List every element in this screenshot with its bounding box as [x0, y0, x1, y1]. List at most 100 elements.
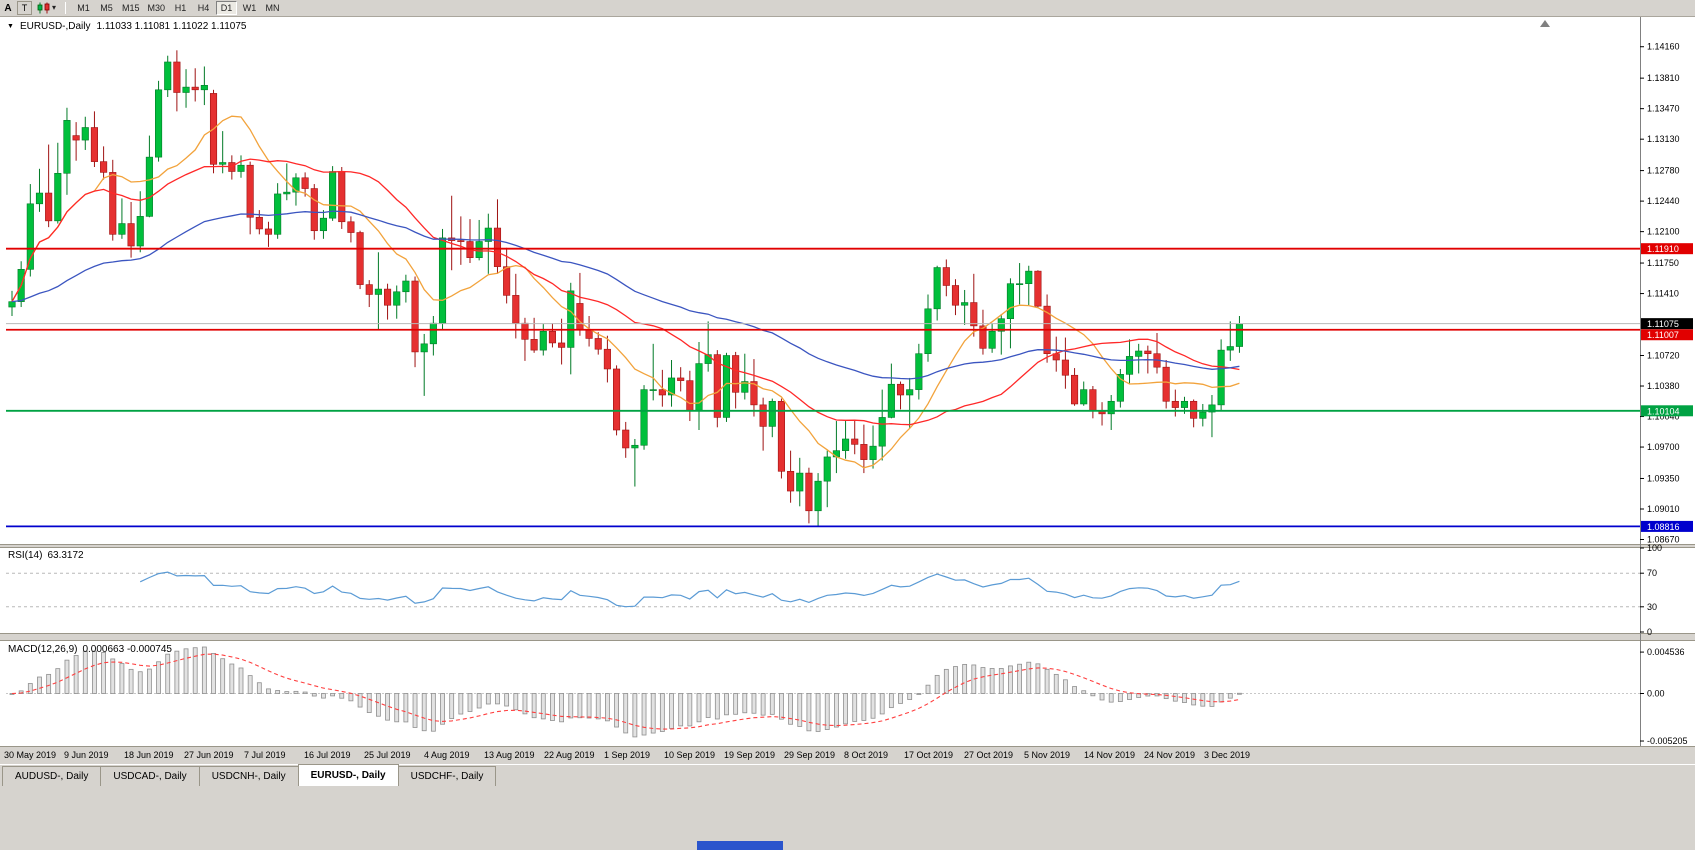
bear-candle — [1034, 270, 1042, 307]
chart-type-button[interactable]: ▾ — [35, 1, 58, 15]
x-axis-label: 10 Sep 2019 — [664, 750, 715, 760]
macd-histogram-bar — [266, 688, 271, 694]
bull-candle — [1016, 283, 1024, 285]
bull-candle — [997, 318, 1005, 332]
candlestick-chart-icon — [37, 2, 50, 14]
bull-candle — [319, 217, 327, 232]
macd-histogram-bar — [605, 693, 610, 722]
pane-separator[interactable] — [0, 633, 1695, 641]
bear-candle — [658, 389, 666, 396]
timeframe-button-h1[interactable]: H1 — [174, 3, 187, 13]
macd-histogram-bar — [440, 693, 445, 725]
price-label-1.08816 — [1641, 520, 1693, 532]
macd-histogram-bar — [82, 650, 88, 694]
timeframe-button-mn[interactable]: MN — [265, 3, 280, 13]
macd-histogram-bar — [861, 693, 867, 721]
macd-histogram-bar — [989, 668, 995, 694]
text-tool-button[interactable]: T — [17, 1, 32, 15]
timeframe-button-m15[interactable]: M15 — [122, 3, 140, 13]
price-axis-tick: 1.12440 — [1647, 196, 1680, 206]
macd-histogram-bar — [916, 693, 922, 695]
bear-candle — [100, 161, 108, 173]
macd-histogram-bar — [238, 667, 244, 694]
collapse-triangle-icon[interactable]: ▼ — [7, 23, 14, 30]
macd-histogram-bar — [760, 693, 766, 716]
ma-fast-line — [11, 115, 1240, 469]
bull-candle — [1125, 356, 1134, 375]
price-axis[interactable] — [1641, 17, 1695, 746]
rsi-name: RSI(14) — [8, 550, 43, 561]
price-axis-tick: 1.10040 — [1647, 412, 1680, 422]
macd-histogram-bar — [1218, 693, 1224, 703]
timeframe-button-w1[interactable]: W1 — [242, 3, 257, 13]
macd-histogram-bar — [119, 663, 125, 694]
taskbar-peek — [697, 841, 783, 850]
macd-histogram-bar — [101, 652, 106, 694]
chart-tabs: AUDUSD-, Daily USDCAD-, Daily USDCNH-, Dai… — [2, 764, 497, 786]
bull-candle — [1180, 400, 1189, 408]
x-axis-label: 1 Sep 2019 — [604, 750, 650, 760]
timeframe-button-d1[interactable]: D1 — [216, 1, 238, 15]
macd-histogram-bar — [421, 693, 427, 732]
time-axis[interactable] — [0, 746, 1695, 764]
macd-histogram-bar — [1090, 693, 1096, 697]
macd-histogram-bar — [183, 648, 189, 694]
bull-candle — [915, 353, 923, 390]
macd-histogram-bar — [614, 693, 619, 728]
macd-histogram-bar — [403, 693, 409, 723]
x-axis-label: 5 Nov 2019 — [1024, 750, 1070, 760]
macd-histogram-bar — [522, 693, 528, 715]
price-label-text: 1.11910 — [1647, 244, 1679, 254]
macd-histogram-bar — [1008, 665, 1013, 694]
macd-histogram-bar — [568, 693, 574, 719]
timeframe-button-m30[interactable]: M30 — [147, 3, 166, 13]
bull-candle — [429, 322, 437, 345]
macd-histogram-bar — [779, 693, 784, 720]
bull-candle — [420, 343, 428, 353]
x-axis-label: 14 Nov 2019 — [1084, 750, 1135, 760]
bear-candle — [310, 188, 318, 232]
chart-plot-area[interactable] — [0, 17, 1695, 764]
macd-histogram-bar — [751, 693, 757, 714]
chart-tab-eurusd[interactable]: EURUSD-, Daily — [297, 764, 399, 786]
price-axis-tick: 1.09010 — [1647, 504, 1680, 514]
macd-histogram-bar — [943, 668, 949, 694]
chart-tab-usdcnh[interactable]: USDCNH-, Daily — [198, 766, 299, 786]
price-axis-tick: 1.09700 — [1647, 442, 1680, 452]
x-axis-label: 18 Jun 2019 — [124, 750, 174, 760]
price-label-1.10104 — [1641, 405, 1693, 417]
macd-histogram-bar — [1163, 693, 1169, 700]
macd-histogram-bar — [843, 693, 848, 725]
chart-tab-usdcad[interactable]: USDCAD-, Daily — [100, 766, 200, 786]
macd-histogram-bar — [92, 650, 97, 694]
macd-histogram-bar — [888, 693, 894, 709]
macd-histogram-bar — [696, 693, 702, 723]
bear-candle — [264, 228, 273, 235]
price-axis-tick: 1.12100 — [1647, 227, 1680, 237]
rsi-line — [139, 571, 1240, 608]
macd-histogram-bar — [934, 674, 940, 694]
timeframe-button-m1[interactable]: M1 — [77, 3, 90, 13]
timeframe-button-h4[interactable]: H4 — [197, 3, 210, 13]
pane-separator[interactable] — [0, 544, 1695, 548]
bull-candle — [484, 227, 492, 242]
macd-histogram-bar — [1145, 693, 1151, 697]
bear-candle — [750, 381, 758, 406]
bull-candle — [118, 223, 126, 235]
macd-histogram-bar — [321, 693, 326, 699]
timeframe-button-m5[interactable]: M5 — [100, 3, 113, 13]
macd-axis-tick: -0.005205 — [1647, 736, 1688, 746]
chart-tab-usdchf[interactable]: USDCHF-, Daily — [397, 766, 497, 786]
bull-candle — [219, 162, 227, 165]
chart-tab-audusd[interactable]: AUDUSD-, Daily — [2, 766, 102, 786]
macd-histogram-bar — [1017, 663, 1022, 694]
bear-candle — [1162, 366, 1170, 402]
macd-histogram-bar — [1127, 693, 1132, 700]
macd-histogram-bar — [898, 693, 903, 704]
bull-candle — [924, 308, 932, 355]
rsi-axis-tick: 70 — [1647, 568, 1657, 578]
bull-candle — [1199, 411, 1207, 419]
bull-candle — [567, 290, 575, 348]
